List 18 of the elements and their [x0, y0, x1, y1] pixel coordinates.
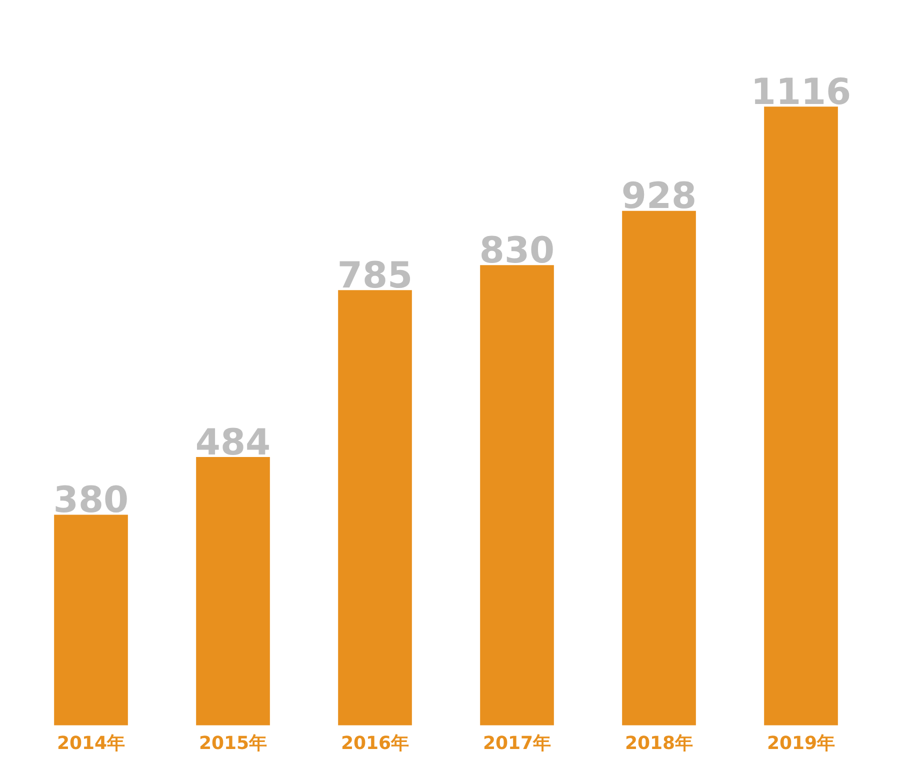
- x-tick-label: 2014年: [56, 732, 126, 754]
- data-label: 1116: [750, 72, 852, 113]
- data-label: 380: [53, 480, 129, 522]
- bar: [480, 265, 554, 726]
- x-tick-label: 2018年: [624, 732, 694, 754]
- x-tick-label: 2016年: [340, 732, 410, 754]
- x-tick-label: 2015年: [198, 732, 268, 754]
- bar: [622, 210, 696, 726]
- data-label: 928: [621, 176, 697, 218]
- bar: [338, 290, 412, 726]
- x-tick-label: 2019年: [766, 732, 836, 754]
- x-tick-label: 2017年: [482, 732, 552, 754]
- bar: [196, 457, 270, 726]
- data-label: 785: [337, 255, 413, 296]
- data-label: 484: [195, 422, 271, 464]
- data-label: 830: [479, 230, 555, 272]
- bar: [764, 106, 838, 726]
- bar: [54, 514, 128, 726]
